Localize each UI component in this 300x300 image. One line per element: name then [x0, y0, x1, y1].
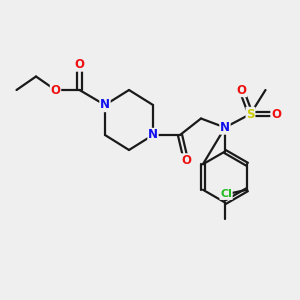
Text: O: O	[236, 83, 247, 97]
Text: Cl: Cl	[220, 189, 232, 199]
Text: O: O	[271, 107, 281, 121]
Text: S: S	[246, 107, 255, 121]
Text: O: O	[181, 154, 191, 167]
Text: N: N	[220, 121, 230, 134]
Text: O: O	[74, 58, 85, 71]
Text: N: N	[100, 98, 110, 112]
Text: N: N	[148, 128, 158, 142]
Text: O: O	[50, 83, 61, 97]
